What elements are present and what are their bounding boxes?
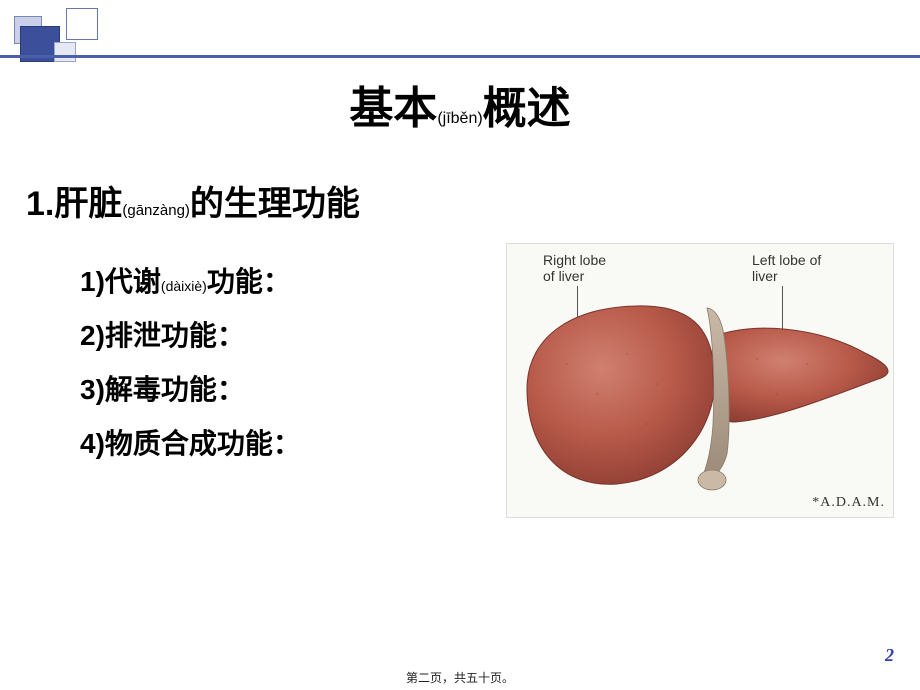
item-prefix: 4) [80,428,105,459]
subtitle-number: 1. [26,185,54,223]
decor-bar [0,55,920,58]
decor-square [66,8,98,40]
item-part1: 代谢 [105,266,161,297]
item-pinyin: (dàixiè) [161,278,207,294]
title-pinyin: (jīběn) [437,110,482,127]
slide: 基本(jīběn)概述 1.肝脏(gānzàng)的生理功能 1)代谢(dàix… [0,0,920,690]
slide-title: 基本(jīběn)概述 [0,72,920,136]
item-prefix: 2) [80,320,105,351]
list-item: 4)物质合成功能： [80,422,301,462]
item-prefix: 1) [80,266,105,297]
decor-square [54,42,76,62]
liver-icon [507,244,895,519]
list-item: 3)解毒功能： [80,368,301,408]
item-part2: 功能： [207,266,291,297]
list-item: 2)排泄功能： [80,314,301,354]
figure-watermark: *A.D.A.M. [812,495,885,511]
item-text: 排泄功能： [105,320,245,351]
subtitle-part2: 的生理功能 [190,185,360,223]
list-item: 1)代谢(dàixiè)功能： [80,260,301,300]
footer-note: 第二页，共五十页。 [0,669,920,686]
item-text: 解毒功能： [105,374,245,405]
subtitle: 1.肝脏(gānzàng)的生理功能 [26,176,360,225]
title-part2: 概述 [483,84,571,133]
title-part1: 基本 [349,84,437,133]
item-text: 物质合成功能： [105,428,301,459]
item-prefix: 3) [80,374,105,405]
liver-figure: Right lobe of liver Left lobe of liver [506,243,894,518]
subtitle-part1: 肝脏 [54,185,122,223]
subtitle-pinyin: (gānzàng) [122,202,190,219]
decor-squares [14,8,134,62]
page-number: 2 [885,645,894,666]
body-list: 1)代谢(dàixiè)功能： 2)排泄功能： 3)解毒功能： 4)物质合成功能… [80,260,301,476]
